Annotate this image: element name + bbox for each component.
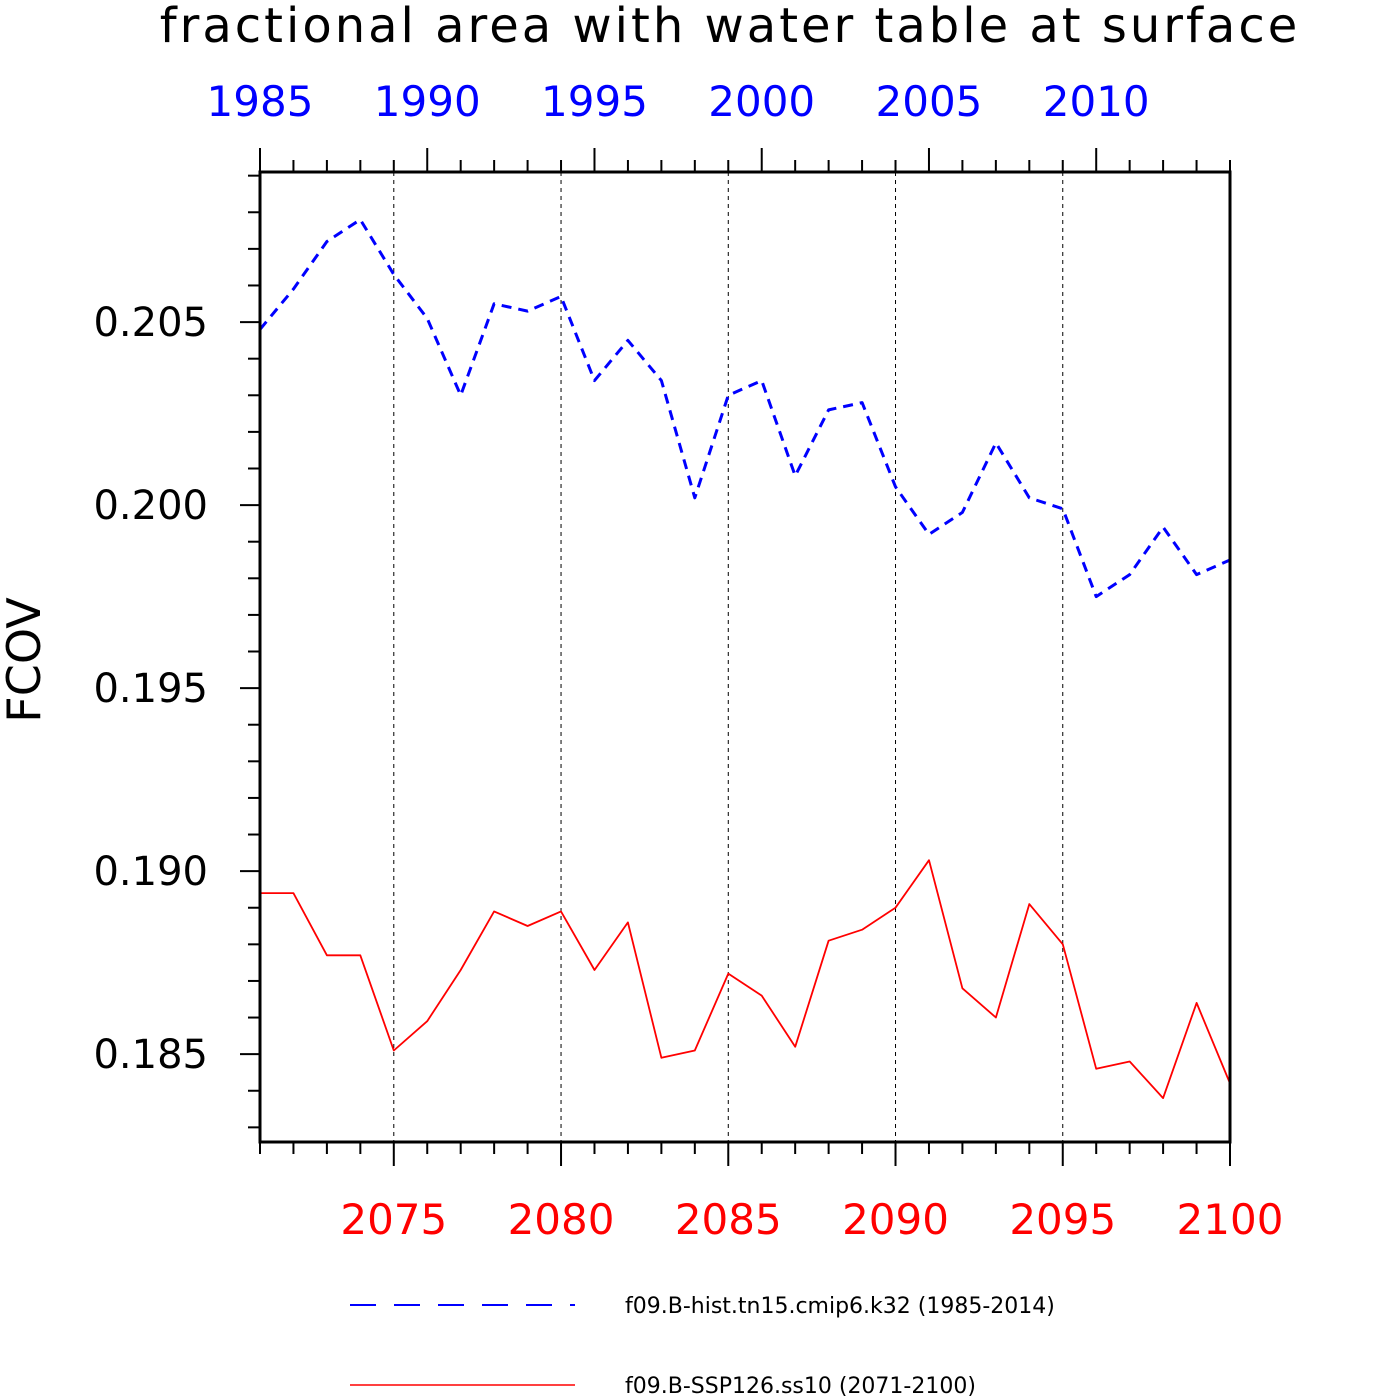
x-top-tick-label: 1995 bbox=[541, 77, 648, 126]
x-bottom-tick-label: 2085 bbox=[675, 1195, 782, 1244]
axis-ticks bbox=[240, 148, 1231, 1166]
chart-title: fractional area with water table at surf… bbox=[160, 0, 1301, 54]
x-top-tick-label: 1990 bbox=[374, 77, 481, 126]
x-top-tick-label: 2000 bbox=[708, 77, 815, 126]
series-line-hist bbox=[258, 218, 1231, 599]
legend-label: f09.B-hist.tn15.cmip6.k32 (1985-2014) bbox=[625, 1294, 1055, 1319]
x-top-tick-label: 1985 bbox=[207, 77, 314, 126]
y-axis-label: FCOV bbox=[0, 597, 51, 723]
y-tick-label: 0.185 bbox=[93, 1032, 208, 1078]
legend-label: f09.B-SSP126.ss10 (2071-2100) bbox=[625, 1374, 976, 1399]
x-bottom-tick-label: 2100 bbox=[1177, 1195, 1284, 1244]
y-tick-label: 0.190 bbox=[93, 849, 208, 895]
x-bottom-tick-label: 2095 bbox=[1009, 1195, 1116, 1244]
x-bottom-tick-label: 2080 bbox=[508, 1195, 615, 1244]
x-top-tick-label: 2005 bbox=[876, 77, 983, 126]
y-tick-label: 0.200 bbox=[93, 483, 208, 529]
y-tick-label: 0.205 bbox=[93, 300, 208, 346]
x-bottom-tick-label: 2090 bbox=[842, 1195, 949, 1244]
plot-frame bbox=[258, 170, 1232, 1144]
tick-labels: 0.185 0.190 0.195 0.200 0.205 1985 1990 1995 200… bbox=[93, 77, 1283, 1244]
vertical-gridlines bbox=[393, 172, 1064, 1142]
series-lines bbox=[258, 218, 1231, 1099]
y-tick-label: 0.195 bbox=[93, 666, 208, 712]
x-top-tick-label: 2010 bbox=[1043, 77, 1150, 126]
x-bottom-tick-label: 2075 bbox=[340, 1195, 447, 1244]
series-line-ssp126 bbox=[260, 859, 1231, 1099]
legend: f09.B-hist.tn15.cmip6.k32 (1985-2014) f09… bbox=[350, 1294, 1055, 1399]
